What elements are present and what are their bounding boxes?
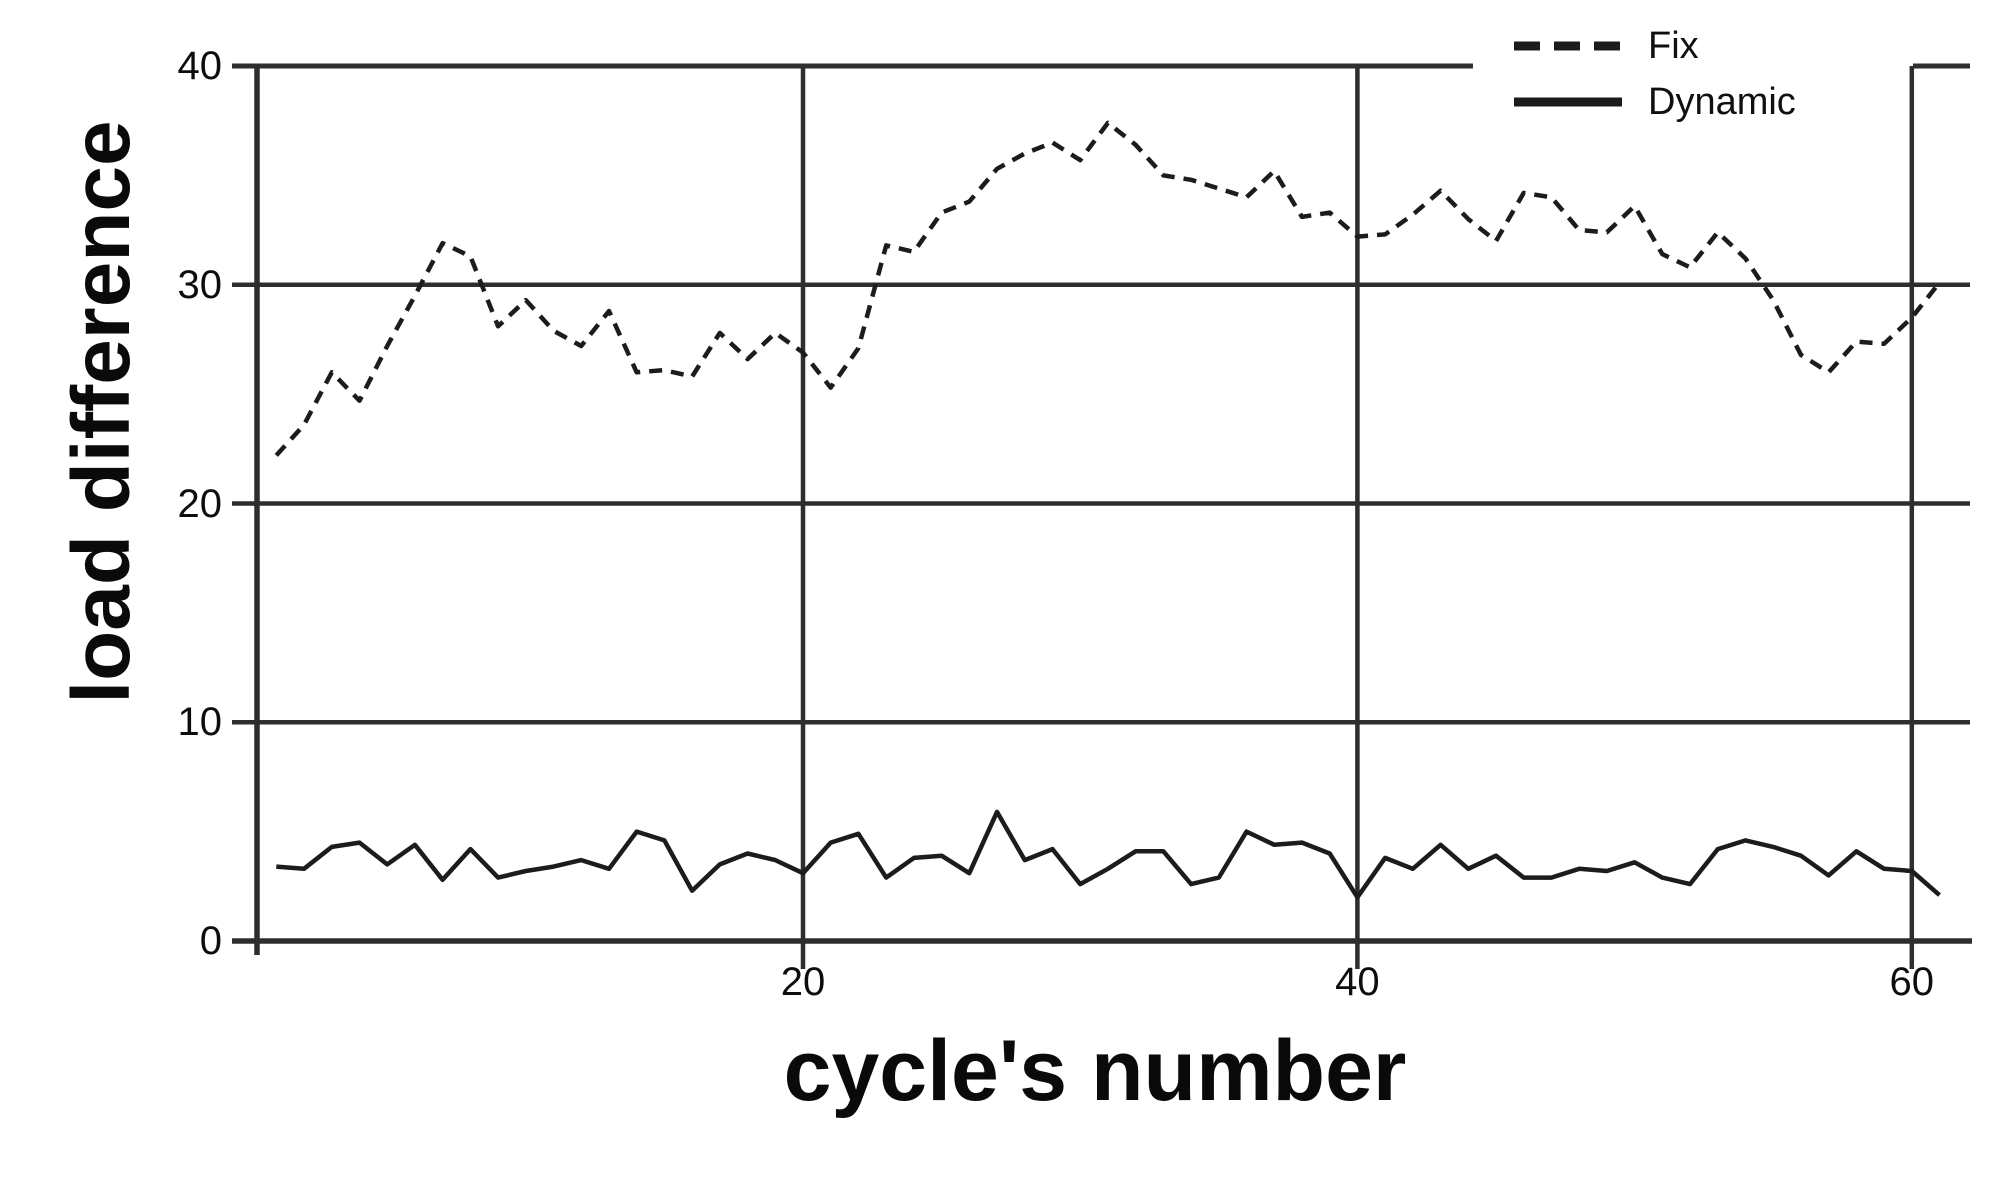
x-tick-label-40: 40 — [1335, 960, 1380, 1004]
x-tick-label-20: 20 — [780, 960, 826, 1004]
series-lines — [274, 120, 1942, 900]
legend-label-dynamic: Dynamic — [1648, 81, 1796, 123]
legend-label-fix: Fix — [1648, 25, 1699, 67]
x-tick-label-60: 60 — [1889, 960, 1935, 1004]
gridlines — [232, 63, 1970, 969]
axes — [232, 66, 1972, 955]
legend: Fix Dynamic — [1512, 18, 1932, 130]
legend-item-fix: Fix — [1512, 18, 1932, 74]
x-axis-title: cycle's number — [783, 1023, 1407, 1119]
y-tick-label-20: 20 — [177, 481, 223, 526]
y-axis-title: load difference — [56, 120, 147, 704]
y-tick-label-30: 30 — [177, 262, 223, 307]
y-tick-label-0: 0 — [199, 919, 222, 963]
series-line-dynamic — [276, 809, 1941, 900]
y-tick-label-40: 40 — [177, 44, 223, 88]
series-line-fix — [274, 120, 1942, 457]
y-tick-label-10: 10 — [177, 700, 223, 745]
legend-item-dynamic: Dynamic — [1512, 74, 1932, 130]
fix-dashed-line-sample — [1514, 41, 1622, 51]
dynamic-solid-line-sample — [1514, 97, 1622, 107]
